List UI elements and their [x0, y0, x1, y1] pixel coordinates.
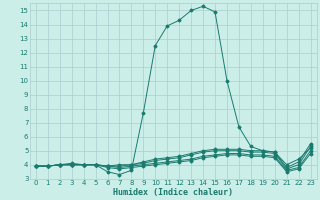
X-axis label: Humidex (Indice chaleur): Humidex (Indice chaleur) — [113, 188, 233, 197]
